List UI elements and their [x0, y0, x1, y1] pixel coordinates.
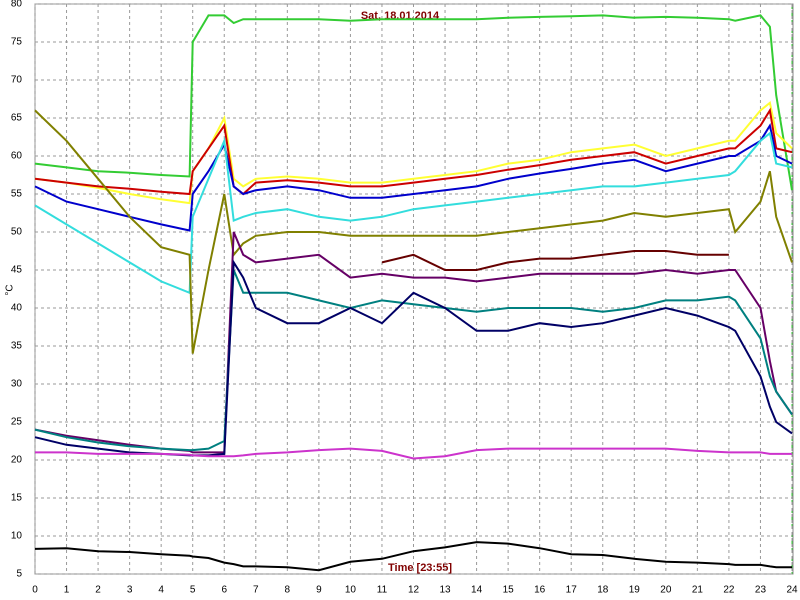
x-axis-label: Time [23:55] [388, 562, 452, 574]
y-tick-label: 55 [11, 189, 23, 200]
x-tick-label: 5 [190, 585, 196, 596]
x-tick-label: 13 [439, 585, 451, 596]
y-tick-label: 65 [11, 113, 23, 124]
series-line [34, 14, 793, 191]
series-line [34, 122, 793, 232]
x-tick-label: 16 [534, 585, 546, 596]
series-line [34, 269, 793, 452]
y-tick-label: 40 [11, 303, 23, 314]
series-line [34, 100, 793, 205]
x-tick-label: 21 [692, 585, 704, 596]
y-axis-label: °C [5, 284, 16, 295]
series-line [34, 541, 792, 572]
x-tick-label: 8 [285, 585, 291, 596]
y-tick-label: 15 [11, 493, 23, 504]
y-tick-label: 80 [11, 0, 23, 10]
y-tick-label: 30 [11, 379, 23, 390]
y-tick-label: 60 [11, 151, 23, 162]
x-tick-label: 12 [408, 585, 420, 596]
y-tick-label: 50 [11, 227, 23, 238]
x-tick-label: 17 [566, 585, 578, 596]
series-line [34, 231, 793, 454]
x-tick-label: 0 [32, 585, 38, 596]
x-tick-label: 6 [221, 585, 227, 596]
y-tick-label: 45 [11, 265, 23, 276]
series-line [381, 250, 729, 271]
y-tick-label: 75 [11, 37, 23, 48]
y-tick-label: 5 [16, 569, 22, 580]
y-tick-label: 35 [11, 341, 23, 352]
x-tick-label: 11 [377, 585, 388, 596]
x-tick-label: 18 [597, 585, 609, 596]
x-tick-label: 9 [316, 585, 322, 596]
y-tick-label: 25 [11, 417, 23, 428]
x-tick-label: 10 [345, 585, 357, 596]
x-tick-label: 4 [158, 585, 164, 596]
series-line [35, 447, 792, 460]
x-tick-label: 19 [629, 585, 641, 596]
x-tick-label: 14 [471, 585, 483, 596]
x-tick-label: 7 [253, 585, 259, 596]
y-tick-label: 20 [11, 455, 23, 466]
x-tick-label: 24 [786, 585, 798, 596]
series-line [34, 107, 793, 196]
series-line [34, 109, 793, 354]
x-tick-label: 2 [95, 585, 101, 596]
x-tick-label: 1 [64, 585, 70, 596]
x-tick-label: 20 [660, 585, 672, 596]
x-tick-label: 23 [755, 585, 767, 596]
x-tick-label: 22 [723, 585, 735, 596]
x-tick-label: 15 [503, 585, 515, 596]
y-tick-label: 70 [11, 75, 23, 86]
x-tick-label: 3 [127, 585, 133, 596]
y-tick-label: 10 [11, 531, 23, 542]
